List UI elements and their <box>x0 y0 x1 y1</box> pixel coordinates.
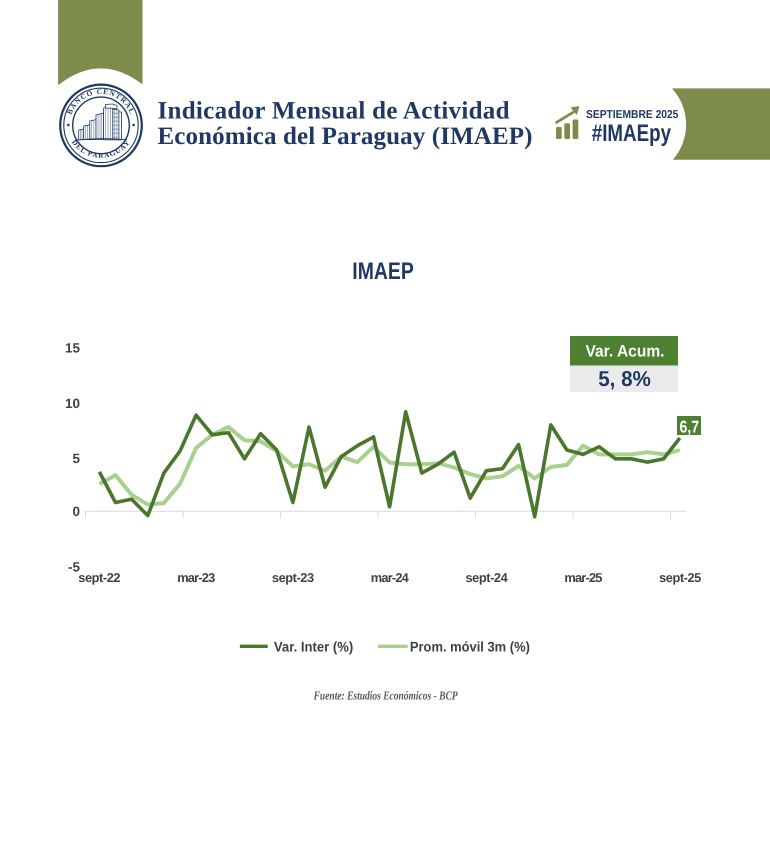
svg-text:Indicador Mensual de Actividad: Indicador Mensual de Actividad <box>158 97 510 124</box>
svg-text:sept-23: sept-23 <box>272 570 314 585</box>
svg-text:5, 8%: 5, 8% <box>598 367 651 391</box>
svg-text:Prom. móvil 3m (%): Prom. móvil 3m (%) <box>410 638 530 654</box>
svg-text:0: 0 <box>72 504 80 519</box>
svg-text:sept-25: sept-25 <box>659 570 701 585</box>
svg-text:IMAEP: IMAEP <box>352 258 414 285</box>
svg-text:Económica del Paraguay (IMAEP): Económica del Paraguay (IMAEP) <box>158 123 533 150</box>
svg-text:15: 15 <box>65 340 81 355</box>
svg-text:mar-25: mar-25 <box>564 570 602 585</box>
svg-text:DEL PARAGUAY: DEL PARAGUAY <box>70 138 132 160</box>
svg-text:SEPTIEMBRE 2025: SEPTIEMBRE 2025 <box>586 109 679 121</box>
svg-text:mar-24: mar-24 <box>371 570 410 585</box>
svg-text:Var. Acum.: Var. Acum. <box>586 343 665 361</box>
svg-text:#IMAEpy: #IMAEpy <box>592 120 672 147</box>
svg-text:mar-23: mar-23 <box>177 570 215 585</box>
svg-text:10: 10 <box>65 396 80 411</box>
svg-text:6,7: 6,7 <box>680 418 700 437</box>
svg-text:sept-22: sept-22 <box>78 570 120 585</box>
svg-text:Var. Inter (%): Var. Inter (%) <box>274 638 353 654</box>
svg-text:Fuente: Estudios Económicos -: Fuente: Estudios Económicos - BCP <box>313 688 458 702</box>
svg-text:sept-24: sept-24 <box>466 570 509 585</box>
svg-text:-5: -5 <box>68 559 80 574</box>
svg-text:5: 5 <box>72 451 80 466</box>
